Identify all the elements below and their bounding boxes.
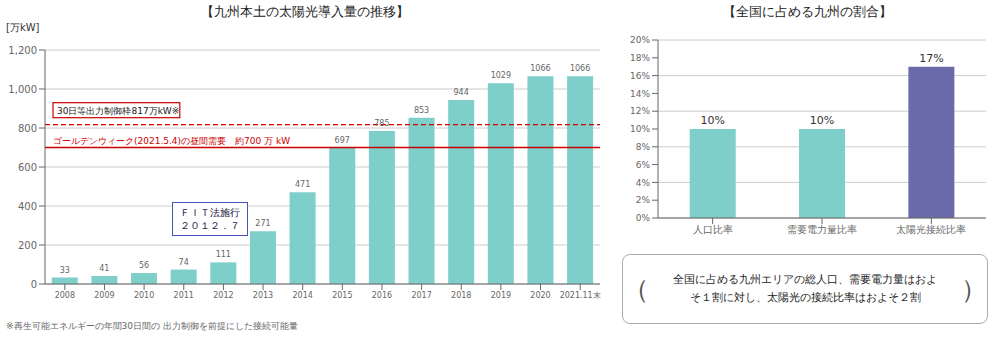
svg-text:41: 41 (99, 264, 109, 273)
svg-text:2%: 2% (636, 195, 651, 205)
svg-text:2021.11末: 2021.11末 (560, 291, 601, 300)
svg-text:人口比率: 人口比率 (693, 224, 733, 235)
svg-text:0: 0 (31, 279, 37, 290)
svg-text:2012: 2012 (213, 291, 233, 300)
svg-text:20%: 20% (630, 35, 650, 45)
svg-text:8%: 8% (636, 142, 651, 152)
svg-text:400: 400 (18, 201, 37, 212)
svg-text:18%: 18% (630, 53, 650, 63)
html-text:※再生可能エネルギーの年間30日間の 出力制御を前提にした接: ※再生可能エネルギーの年間30日間の 出力制御を前提にした接続可能量 (6, 321, 298, 331)
svg-text:1,000: 1,000 (8, 84, 37, 95)
svg-text:10%: 10% (810, 114, 834, 127)
svg-text:2016: 2016 (372, 291, 392, 300)
svg-text:2018: 2018 (451, 291, 471, 300)
svg-text:111: 111 (216, 250, 231, 259)
svg-text:697: 697 (335, 136, 350, 145)
svg-text:0%: 0% (636, 213, 651, 223)
svg-text:30日等出力制御枠817万kW※: 30日等出力制御枠817万kW※ (57, 106, 179, 116)
html-text:【九州本土の太陽光導入量の推移】: 【九州本土の太陽光導入量の推移】 (201, 4, 409, 19)
svg-text:2015: 2015 (332, 291, 352, 300)
svg-text:2017: 2017 (411, 291, 431, 300)
svg-text:10%: 10% (700, 114, 724, 127)
html-text:【全国に占める九州の割合】: 【全国に占める九州の割合】 (722, 4, 892, 19)
svg-text:2019: 2019 (491, 291, 511, 300)
svg-text:需要電力量比率: 需要電力量比率 (787, 224, 857, 235)
svg-text:ゴールデンウィーク(2021.5.4)の昼間需要 約700: ゴールデンウィーク(2021.5.4)の昼間需要 約700 万 kW (53, 136, 290, 146)
svg-text:2013: 2013 (253, 291, 273, 300)
svg-text:2008: 2008 (55, 291, 75, 300)
svg-text:2009: 2009 (94, 291, 114, 300)
html-text:全国に占める九州エリアの総人口、需要電力量はおよ: 全国に占める九州エリアの総人口、需要電力量はおよ (673, 273, 937, 286)
html-text:そ１割に対し、太陽光の接続比率はおよそ２割: そ１割に対し、太陽光の接続比率はおよそ２割 (689, 291, 921, 304)
svg-text:太陽光接続比率: 太陽光接続比率 (896, 224, 966, 235)
svg-text:1066: 1066 (530, 64, 550, 73)
svg-text:33: 33 (60, 266, 70, 275)
svg-text:2014: 2014 (292, 291, 312, 300)
svg-text:56: 56 (139, 261, 149, 270)
svg-text:600: 600 (18, 162, 37, 173)
svg-text:10%: 10% (630, 124, 650, 134)
svg-text:944: 944 (454, 88, 469, 97)
svg-text:2010: 2010 (134, 291, 154, 300)
svg-text:2020: 2020 (530, 291, 550, 300)
svg-text:14%: 14% (630, 89, 650, 99)
svg-text:800: 800 (18, 123, 37, 134)
svg-text:785: 785 (374, 119, 389, 128)
html-text:[万kW]: [万kW] (6, 22, 40, 33)
svg-text:1066: 1066 (570, 64, 590, 73)
svg-text:853: 853 (414, 106, 429, 115)
svg-text:6%: 6% (636, 160, 651, 170)
svg-text:1029: 1029 (491, 71, 511, 80)
svg-text:271: 271 (255, 219, 270, 228)
svg-text:471: 471 (295, 180, 310, 189)
svg-text:2011: 2011 (174, 291, 194, 300)
html-text:ＦＩＴ法施行 ２０１２．７: ＦＩＴ法施行 ２０１２．７ (180, 207, 240, 231)
svg-text:4%: 4% (636, 178, 651, 188)
svg-text:17%: 17% (919, 52, 943, 65)
svg-text:200: 200 (18, 240, 37, 251)
svg-text:74: 74 (179, 258, 189, 267)
svg-text:1,200: 1,200 (8, 45, 37, 56)
svg-text:16%: 16% (630, 71, 650, 81)
svg-text:12%: 12% (630, 106, 650, 116)
